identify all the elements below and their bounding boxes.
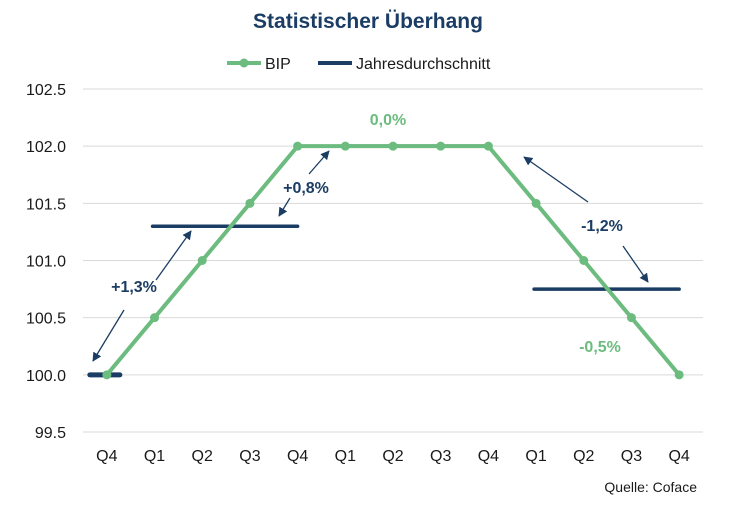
annotation-minus-1-2: -1,2% — [581, 218, 623, 235]
bip-point — [197, 256, 207, 265]
annotation-arrow-1-2-up — [523, 156, 589, 203]
bip-point — [293, 141, 303, 151]
x-tick-label: Q2 — [573, 448, 594, 465]
legend: BIP Jahresdurchschnitt — [227, 56, 491, 73]
chart-title: Statistischer Überhang — [253, 10, 483, 33]
legend-bip-marker — [239, 58, 249, 68]
legend-item-bip: BIP — [227, 56, 291, 73]
x-tick-label: Q1 — [335, 448, 356, 465]
y-tick-label: 102.5 — [26, 82, 66, 99]
y-tick-label: 100.0 — [26, 368, 66, 385]
x-tick-label: Q2 — [382, 448, 403, 465]
annotation-minus-0-5: -0,5% — [579, 339, 621, 356]
bip-point — [340, 141, 350, 151]
x-tick-label: Q3 — [239, 448, 260, 465]
y-tick-label: 102.0 — [26, 139, 66, 156]
x-tick-label: Q4 — [668, 448, 689, 465]
annotation-arrow-1-2-down — [622, 245, 649, 283]
x-tick-label: Q3 — [430, 448, 451, 465]
annotation-plus-1-3: +1,3% — [111, 279, 157, 296]
bip-point — [436, 141, 446, 151]
annotation-arrow-0-8-up — [308, 150, 330, 175]
x-tick-label: Q4 — [478, 448, 499, 465]
bip-point — [388, 141, 398, 151]
gridlines — [83, 88, 703, 433]
x-tick-label: Q4 — [96, 448, 117, 465]
y-tick-label: 99.5 — [35, 425, 66, 442]
x-tick-label: Q1 — [144, 448, 165, 465]
x-tick-label: Q3 — [621, 448, 642, 465]
annotation-arrow-1-3-up — [155, 230, 192, 281]
bip-point — [579, 256, 589, 265]
annotation-arrow-1-3-down — [92, 309, 125, 362]
source-note: Quelle: Coface — [604, 479, 697, 495]
bip-point — [102, 370, 112, 380]
legend-item-average: Jahresdurchschnitt — [318, 56, 491, 73]
x-tick-label: Q4 — [287, 448, 308, 465]
y-tick-label: 101.0 — [26, 254, 66, 271]
annotations: +1,3% +0,8% 0,0% -1,2% -0,5% — [92, 112, 649, 362]
bip-point — [245, 198, 255, 208]
series-bip — [102, 141, 684, 380]
x-axis: Q4 Q1 Q2 Q3 Q4 Q1 Q2 Q3 Q4 Q1 Q2 Q3 Q4 — [96, 448, 690, 465]
x-tick-label: Q1 — [525, 448, 546, 465]
y-tick-label: 100.5 — [26, 311, 66, 328]
bip-point — [674, 370, 684, 380]
annotation-zero: 0,0% — [370, 112, 406, 129]
x-tick-label: Q2 — [192, 448, 213, 465]
bip-point — [531, 198, 541, 208]
bip-point — [626, 313, 636, 323]
legend-bip-label: BIP — [265, 56, 291, 73]
y-axis: 99.5 100.0 100.5 101.0 101.5 102.0 102.5 — [26, 82, 66, 442]
annotation-arrow-0-8-down — [278, 197, 291, 217]
annotation-plus-0-8: +0,8% — [283, 180, 329, 197]
y-tick-label: 101.5 — [26, 196, 66, 213]
bip-point — [150, 313, 160, 323]
legend-average-label: Jahresdurchschnitt — [356, 56, 491, 73]
bip-point — [483, 141, 493, 151]
